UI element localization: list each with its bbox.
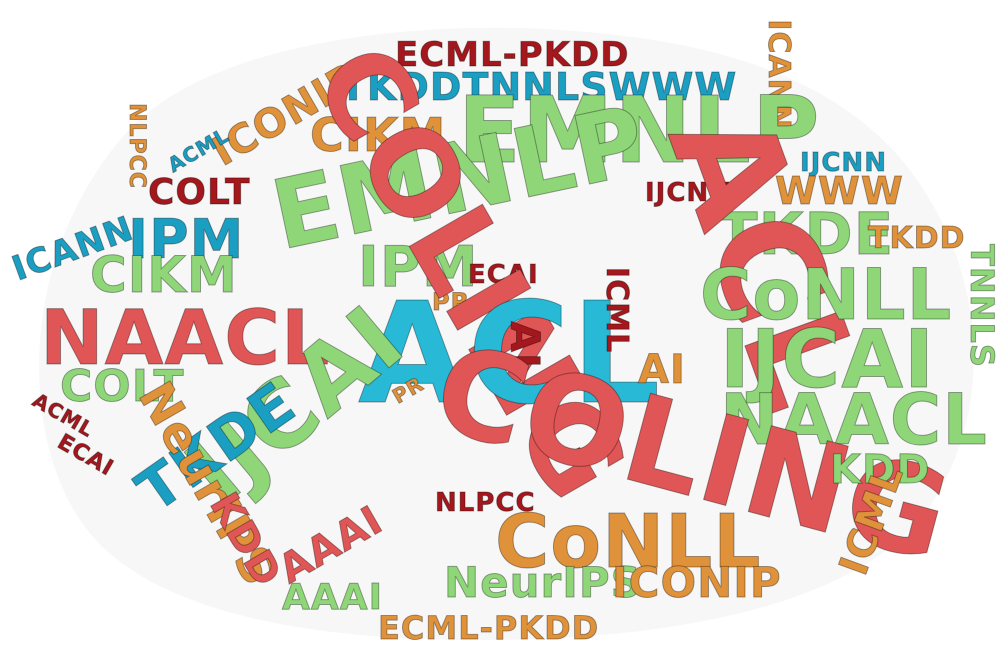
- word-ipm-14: IPM: [127, 208, 245, 271]
- word-tkdd-16: TKDD: [868, 221, 966, 256]
- word-ijcnn-11: IJCNN: [645, 178, 732, 208]
- word-conll-45: CoNLL: [494, 499, 762, 585]
- word-naacl-24: NAACL: [39, 293, 331, 382]
- word-icml-27: ICML: [599, 266, 635, 354]
- word-colt-31: COLT: [59, 361, 185, 412]
- word-acl-26: ACL: [357, 273, 662, 436]
- word-tnnls-23: TNNLS: [962, 244, 1000, 369]
- word-cikm-17: CIKM: [90, 246, 238, 304]
- word-neurips-46: NeurIPS: [444, 558, 642, 607]
- word-ijcai-28: IJCAI: [720, 313, 935, 406]
- word-ecai-19: ECAI: [468, 260, 539, 290]
- word-cikm-6: CIKM: [309, 108, 447, 162]
- word-ijcnn-9: IJCNN: [800, 148, 887, 178]
- word-nlpcc-41: NLPCC: [435, 488, 536, 518]
- word-naacl-33: NAACL: [720, 379, 988, 461]
- word-colt-10: COLT: [148, 172, 251, 213]
- word-nlpcc-5: NLPCC: [123, 103, 149, 190]
- word-ecml-pkdd-49: ECML-PKDD: [377, 609, 600, 647]
- word-conll-21: CoNLL: [699, 254, 953, 336]
- word-iconip-47: ICONIP: [612, 558, 782, 607]
- word-www-12: WWW: [775, 169, 904, 213]
- word-kdd-40: KDD: [829, 447, 931, 493]
- word-aaai-48: AAAI: [282, 577, 383, 618]
- word-emnlp-7: EMNLP: [457, 77, 821, 184]
- word-tkddtnnlswww-1: TKDDTNNLSWWW: [339, 65, 738, 109]
- word-ai-30: AI: [638, 347, 686, 393]
- word-tkde-15: TKDE: [717, 200, 895, 268]
- word-ecml-pkdd-0: ECML-PKDD: [395, 35, 630, 75]
- cloud-shape: [39, 27, 974, 641]
- word-pr-22: PR: [431, 288, 471, 316]
- word-ipm-18: IPM: [358, 235, 479, 300]
